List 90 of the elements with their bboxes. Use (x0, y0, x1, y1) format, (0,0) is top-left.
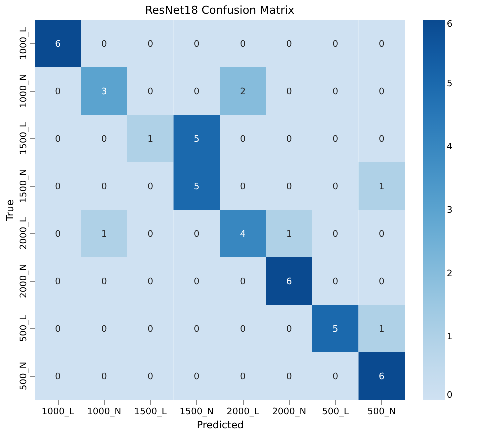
data-label: 0 (102, 324, 108, 335)
data-label: 0 (102, 277, 108, 288)
data-label: 0 (286, 87, 293, 98)
data-label: 0 (332, 87, 339, 98)
data-label: 0 (194, 87, 200, 98)
data-label: 1 (379, 182, 385, 192)
data-label: 0 (332, 372, 339, 382)
x-tick-label: 1500_N (180, 408, 214, 418)
color-bar-label: 5 (447, 79, 453, 90)
data-label: 0 (55, 230, 62, 240)
data-label: 0 (379, 277, 386, 288)
y-tick-label: 500_L (20, 315, 30, 342)
data-label: 0 (286, 324, 293, 335)
data-label: 0 (102, 134, 108, 145)
color-bar-label: 0 (447, 391, 453, 401)
data-label: 0 (286, 134, 293, 145)
data-label: 0 (240, 182, 246, 192)
data-label: 2 (240, 87, 246, 98)
data-label: 0 (148, 40, 154, 50)
data-label: 0 (240, 277, 246, 288)
data-label: 0 (102, 182, 108, 192)
color-bar-label: 3 (447, 206, 453, 216)
data-label: 5 (332, 324, 338, 335)
data-label: 0 (55, 134, 62, 145)
color-bar-label: 4 (447, 142, 453, 153)
data-label: 0 (240, 324, 246, 335)
data-label: 0 (148, 182, 154, 192)
data-label: 0 (240, 40, 246, 50)
data-label: 0 (286, 372, 293, 382)
data-label: 5 (194, 182, 200, 192)
chart-title: ResNet18 Confusion Matrix (145, 4, 296, 17)
data-label: 0 (240, 134, 246, 145)
data-label: 0 (148, 372, 154, 382)
data-label: 0 (240, 372, 246, 382)
data-label: 0 (379, 134, 386, 145)
data-label: 0 (194, 40, 200, 50)
color-bar-label: 6 (447, 20, 453, 30)
y-tick-label: 1500_L (20, 122, 30, 155)
data-label: 0 (332, 277, 339, 288)
data-label: 0 (332, 182, 339, 192)
y-tick-label: 2000_L (20, 218, 30, 250)
data-label: 1 (286, 230, 292, 240)
y-tick-label: 1500_N (20, 169, 30, 204)
data-label: 0 (379, 40, 386, 50)
x-axis-title: Predicted (197, 420, 244, 432)
color-bar-label: 1 (447, 332, 453, 343)
y-tick-label: 1000_N (20, 74, 30, 108)
data-label: 0 (148, 277, 154, 288)
data-label: 0 (102, 40, 108, 50)
data-label: 3 (102, 87, 108, 98)
x-tick-label: 500_N (368, 408, 396, 418)
data-label: 4 (240, 230, 246, 240)
color-bar-label: 2 (447, 269, 453, 280)
data-label: 0 (102, 372, 108, 382)
y-tick-label: 1000_L (20, 28, 30, 60)
data-label: 1 (148, 134, 154, 145)
data-label: 0 (194, 372, 200, 382)
data-label: 0 (55, 277, 62, 288)
data-label: 0 (332, 134, 339, 145)
y-axis-title: True (6, 200, 16, 222)
data-label: 6 (286, 277, 293, 288)
data-label: 0 (194, 230, 200, 240)
data-label: 0 (55, 182, 62, 192)
data-label: 0 (332, 230, 339, 240)
data-label: 0 (148, 324, 154, 335)
data-label: 0 (194, 277, 200, 288)
x-tick-label: 2000_N (272, 408, 306, 418)
data-label: 0 (55, 324, 62, 335)
x-tick-label: 2000_L (226, 408, 260, 418)
x-tick-label: 1000_N (87, 408, 122, 418)
data-label: 0 (148, 87, 154, 98)
data-label: 5 (194, 134, 200, 145)
data-label: 0 (286, 40, 293, 50)
data-label: 0 (55, 372, 62, 382)
data-label: 0 (148, 230, 154, 240)
data-label: 0 (194, 324, 200, 335)
y-tick-label: 2000_N (20, 264, 30, 298)
data-label: 6 (55, 40, 62, 50)
data-label: 0 (55, 87, 62, 98)
data-label: 0 (332, 40, 339, 50)
data-label: 1 (379, 324, 385, 335)
y-tick-label: 500_N (20, 362, 30, 390)
x-tick-label: 1500_L (134, 408, 167, 418)
x-tick-label: 1000_L (42, 408, 74, 418)
data-label: 0 (379, 230, 386, 240)
data-label: 6 (379, 372, 386, 382)
data-label: 0 (379, 87, 386, 98)
x-tick-label: 500_L (322, 408, 349, 418)
data-label: 1 (102, 230, 108, 240)
data-label: 0 (286, 182, 293, 192)
